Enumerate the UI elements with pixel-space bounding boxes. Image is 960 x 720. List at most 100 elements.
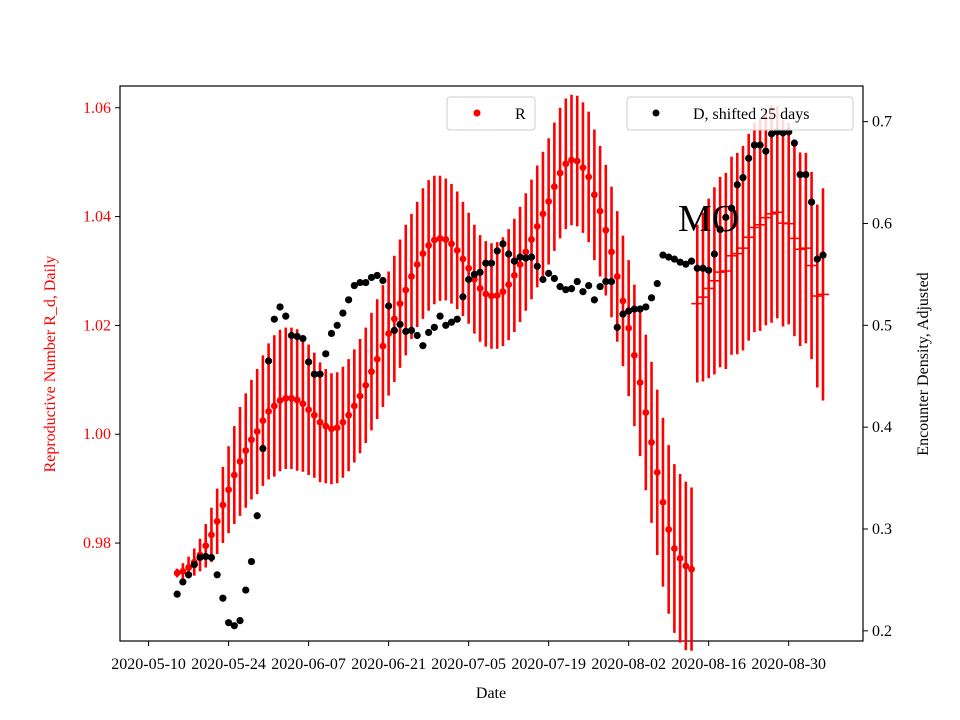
r-point xyxy=(670,545,678,552)
d-point xyxy=(545,269,553,277)
d-point xyxy=(339,309,347,317)
r-point xyxy=(356,392,364,400)
r-point xyxy=(665,526,673,533)
d-point xyxy=(327,329,336,338)
d-point xyxy=(184,571,193,579)
r-point xyxy=(482,290,490,298)
r-point xyxy=(642,409,650,416)
d-series xyxy=(173,128,827,630)
r-point xyxy=(510,271,518,279)
r-point xyxy=(202,542,210,550)
r-point xyxy=(373,355,381,363)
r-point xyxy=(248,436,255,444)
d-point xyxy=(550,274,558,283)
r-point xyxy=(533,222,541,230)
d-point xyxy=(459,293,467,301)
r-point xyxy=(390,315,398,323)
d-point xyxy=(693,264,701,272)
plot-area-frame xyxy=(119,85,864,642)
r-point xyxy=(242,447,250,454)
d-point xyxy=(562,286,570,294)
d-point xyxy=(665,253,673,261)
r-point xyxy=(528,236,535,243)
r-point xyxy=(350,402,358,410)
d-point xyxy=(625,307,633,315)
d-point xyxy=(259,444,267,453)
r-point xyxy=(282,394,290,402)
d-point xyxy=(636,305,644,313)
r-point xyxy=(545,197,553,205)
r-point xyxy=(499,288,507,296)
d-point xyxy=(482,259,490,267)
right-y-axis: 0.2 0.3 0.4 0.5 0.6 0.7 xyxy=(863,114,892,640)
r-point xyxy=(293,396,301,404)
d-point xyxy=(299,334,307,343)
legend-d-box xyxy=(626,96,854,131)
d-point xyxy=(710,250,719,258)
d-point xyxy=(790,139,799,147)
r-point xyxy=(425,242,433,249)
x-tick-label: 2020-06-21 xyxy=(351,656,426,673)
legend-r: R xyxy=(446,96,536,131)
d-point xyxy=(322,350,330,358)
d-point xyxy=(470,270,478,278)
x-tick-label: 2020-08-02 xyxy=(591,656,666,673)
x-tick-label: 2020-07-05 xyxy=(431,656,506,673)
r-point xyxy=(516,261,524,268)
x-tick-label: 2020-06-07 xyxy=(271,656,346,673)
r-point xyxy=(602,226,610,234)
d-point xyxy=(762,147,770,155)
left-y-tick-label: 1.02 xyxy=(83,317,111,334)
d-point xyxy=(556,283,564,291)
d-point xyxy=(282,312,290,320)
r-point xyxy=(619,297,627,305)
d-point xyxy=(779,129,787,137)
r-point xyxy=(379,342,387,350)
d-point xyxy=(807,198,816,206)
left-y-axis: 0.98 1.00 1.02 1.04 1.06 xyxy=(83,100,120,552)
d-point xyxy=(505,250,513,258)
r-point xyxy=(345,411,353,419)
d-point xyxy=(533,262,541,270)
d-point xyxy=(270,315,278,323)
left-y-axis-label: Reproductive Number R_d, Daily xyxy=(42,256,59,473)
d-point xyxy=(493,247,501,255)
legend-d-label: D, shifted 25 days xyxy=(693,106,809,123)
d-point xyxy=(362,278,370,287)
d-point xyxy=(670,255,678,263)
d-point xyxy=(419,342,427,350)
d-point xyxy=(705,266,713,274)
d-point xyxy=(202,552,210,561)
r-point xyxy=(682,562,690,570)
d-point xyxy=(767,130,776,138)
d-point xyxy=(613,323,621,331)
d-point xyxy=(230,622,238,630)
d-point xyxy=(390,326,398,335)
r-point xyxy=(676,554,684,562)
r-point xyxy=(630,351,638,359)
d-point xyxy=(356,278,364,287)
d-point xyxy=(293,332,301,341)
r-point xyxy=(596,207,604,215)
d-point xyxy=(219,594,227,602)
r-point xyxy=(333,424,341,432)
d-point xyxy=(676,258,684,266)
left-y-tick-label: 1.00 xyxy=(83,426,111,443)
d-point xyxy=(659,251,667,259)
d-point xyxy=(276,303,284,311)
d-point xyxy=(224,619,233,627)
legend-d: D, shifted 25 days xyxy=(626,96,854,131)
r-point xyxy=(265,407,272,415)
r-point xyxy=(402,286,410,294)
d-point xyxy=(379,276,387,285)
x-tick-label: 2020-08-30 xyxy=(751,656,826,673)
d-point xyxy=(265,357,273,365)
d-point xyxy=(333,321,341,329)
d-point xyxy=(630,305,638,313)
x-tick-label: 2020-08-16 xyxy=(671,656,746,673)
r-point xyxy=(208,531,215,539)
d-point xyxy=(396,320,404,328)
d-point xyxy=(242,586,250,594)
d-point xyxy=(316,370,324,378)
